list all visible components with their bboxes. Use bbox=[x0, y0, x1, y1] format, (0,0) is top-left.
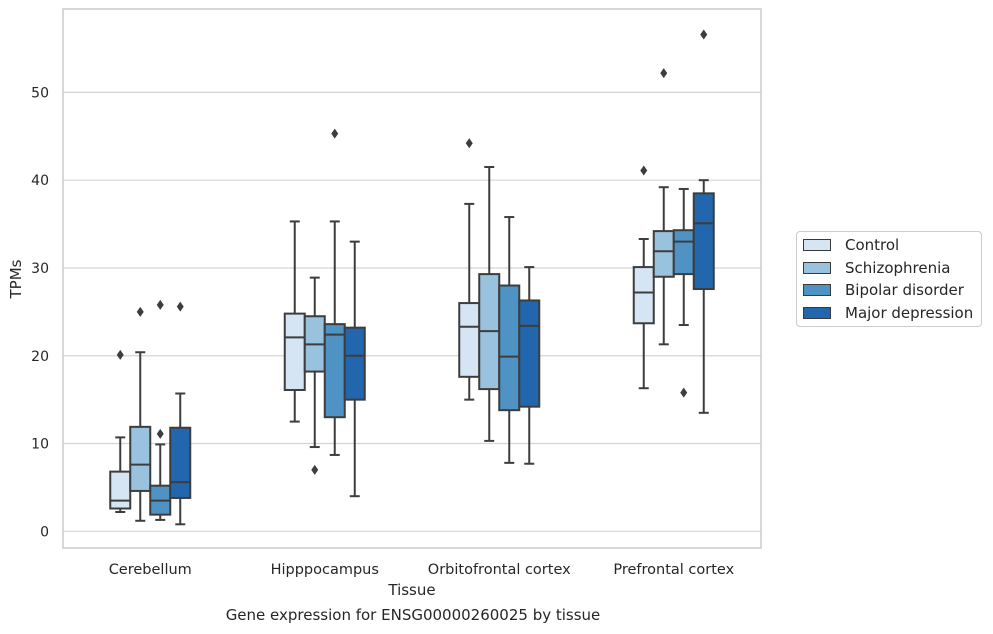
x-tick-label: Orbitofrontal cortex bbox=[428, 562, 571, 578]
x-tick-label: Cerebellum bbox=[109, 562, 192, 578]
x-tick-label: Prefrontal cortex bbox=[613, 562, 734, 578]
y-tick-label: 50 bbox=[31, 85, 49, 101]
outlier-point bbox=[156, 428, 164, 439]
x-tick-labels: Cerebellum Hipppocampus Orbitofrontal cort… bbox=[109, 562, 735, 578]
y-tick-label: 0 bbox=[40, 524, 49, 540]
outlier-point bbox=[680, 387, 688, 398]
legend-swatch-control bbox=[803, 239, 831, 251]
y-tick-label: 10 bbox=[31, 437, 49, 453]
legend-label-bipolar-disorder: Bipolar disorder bbox=[845, 281, 964, 299]
outlier-point bbox=[660, 68, 668, 79]
box-iqr bbox=[652, 230, 675, 278]
box-iqr bbox=[169, 426, 192, 499]
outlier-point bbox=[136, 306, 144, 317]
x-axis-label: Tissue bbox=[387, 581, 435, 599]
outlier-point bbox=[700, 29, 708, 40]
y-tick-labels: 0 10 20 30 40 50 bbox=[31, 85, 49, 540]
outlier-point bbox=[331, 128, 339, 139]
legend-item-major-depression: Major depression bbox=[803, 303, 973, 323]
box-iqr bbox=[518, 299, 541, 408]
legend-swatch-schizophrenia bbox=[803, 262, 831, 274]
box-iqr bbox=[498, 284, 521, 412]
legend-item-schizophrenia: Schizophrenia bbox=[803, 258, 950, 278]
legend-label-schizophrenia: Schizophrenia bbox=[845, 259, 951, 277]
outlier-point bbox=[465, 138, 473, 149]
box-iqr bbox=[458, 302, 481, 378]
box-iqr bbox=[323, 323, 346, 419]
legend-item-bipolar-disorder: Bipolar disorder bbox=[803, 280, 964, 300]
legend-label-control: Control bbox=[845, 236, 900, 254]
y-tick-label: 20 bbox=[31, 349, 49, 365]
outlier-point bbox=[116, 349, 124, 360]
x-tick-label: Hipppocampus bbox=[271, 562, 379, 578]
y-tick-label: 40 bbox=[31, 173, 49, 189]
box-iqr bbox=[109, 470, 132, 510]
box-iqr bbox=[692, 192, 715, 291]
y-tick-label: 30 bbox=[31, 261, 49, 277]
outlier-point bbox=[311, 464, 319, 475]
outlier-point bbox=[156, 299, 164, 310]
box-iqr bbox=[283, 312, 306, 391]
outlier-point bbox=[176, 301, 184, 312]
box-iqr bbox=[343, 326, 366, 401]
legend: Control Schizophrenia Bipolar disorder M… bbox=[796, 231, 982, 327]
chart-caption: Gene expression for ENSG00000260025 by t… bbox=[225, 606, 601, 624]
gridlines bbox=[63, 91, 761, 532]
box-iqr bbox=[672, 229, 695, 276]
legend-swatch-major-depression bbox=[803, 307, 831, 319]
boxes bbox=[109, 29, 715, 526]
plot-frame bbox=[62, 8, 762, 549]
legend-swatch-bipolar-disorder bbox=[803, 284, 831, 296]
box-iqr bbox=[129, 425, 152, 492]
legend-label-major-depression: Major depression bbox=[845, 304, 974, 322]
outlier-point bbox=[640, 165, 648, 176]
legend-item-control: Control bbox=[803, 235, 899, 255]
y-axis-label: TPMs bbox=[7, 259, 25, 299]
box-iqr bbox=[632, 266, 655, 325]
